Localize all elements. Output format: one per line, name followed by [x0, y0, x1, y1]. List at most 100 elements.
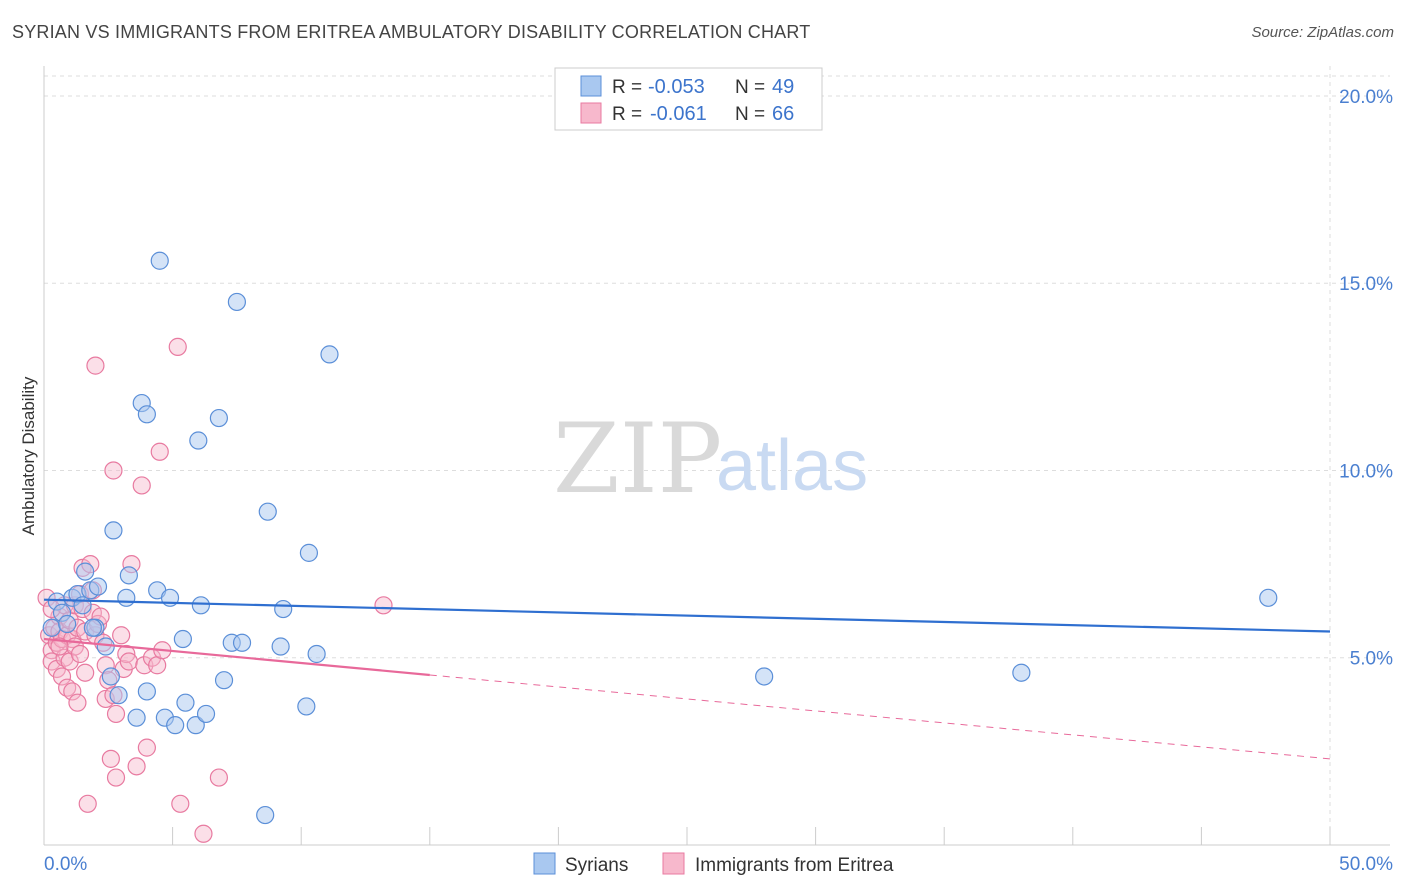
point-syrians-42 [299, 543, 319, 562]
point-syrians-45 [755, 667, 774, 686]
point-eritrea-10 [52, 667, 72, 686]
x-tick-label-0: 0.0% [44, 854, 87, 875]
y-tick-labels: 5.0% 10.0% 15.0% 20.0% [1339, 87, 1393, 670]
point-syrians-15 [117, 588, 136, 607]
point-syrians-17 [127, 708, 146, 727]
bottom-legend-swatch-eritrea [662, 852, 685, 875]
point-syrians-25 [166, 716, 185, 735]
bottom-legend-label-eritrea: Immigrants from Eritrea [695, 855, 894, 876]
point-eritrea-18 [63, 682, 82, 701]
point-syrians-10 [88, 577, 108, 596]
watermark-atlas: atlas [716, 426, 868, 506]
point-syrians-3 [58, 614, 77, 634]
point-eritrea-42 [104, 461, 123, 480]
trend-lines [43, 598, 1331, 760]
legend-r-value-2: -0.061 [650, 103, 707, 125]
point-syrians-11 [96, 637, 115, 656]
point-syrians-41 [297, 697, 316, 716]
point-eritrea-41 [101, 749, 120, 768]
y-tick-label-2: 15.0% [1339, 274, 1393, 295]
point-syrians-48 [83, 618, 102, 637]
point-syrians-7 [76, 562, 95, 581]
point-syrians-44 [320, 345, 339, 364]
x-tick-labels: 0.0% 50.0% [44, 854, 1393, 875]
series-syrians-points [42, 251, 1278, 825]
point-eritrea-57 [150, 442, 169, 461]
point-syrians-32 [209, 408, 228, 428]
point-syrians-20 [137, 682, 156, 701]
point-eritrea-45 [106, 704, 126, 724]
legend-n-label-2: N = [735, 104, 765, 125]
trend-line-syrians [43, 598, 1331, 633]
watermark-zip: ZIP [553, 403, 722, 515]
point-syrians-30 [191, 596, 210, 615]
legend-r-label-1: R = [612, 77, 642, 98]
point-eritrea-54 [137, 738, 156, 757]
y-tick-label-3: 20.0% [1339, 87, 1393, 108]
legend-n-label-1: N = [735, 77, 765, 98]
legend-n-value-1: 49 [772, 76, 794, 98]
axes [43, 66, 1390, 846]
point-syrians-6 [73, 596, 92, 615]
point-syrians-38 [258, 502, 277, 521]
point-eritrea-65 [50, 637, 69, 656]
point-eritrea-52 [132, 476, 151, 495]
point-eritrea-24 [70, 644, 90, 664]
trend-line-eritrea-dashed [429, 674, 1331, 760]
point-syrians-0 [42, 618, 61, 637]
point-eritrea-63 [374, 596, 393, 615]
point-eritrea-61 [194, 824, 213, 843]
point-syrians-40 [274, 599, 293, 619]
point-eritrea-28 [76, 663, 95, 682]
legend-r-label-2: R = [612, 104, 642, 125]
stats-legend: R = -0.053 N = 49 R = -0.061 N = 66 [554, 67, 823, 131]
y-tick-label-0: 5.0% [1350, 649, 1393, 670]
point-eritrea-48 [117, 644, 136, 664]
point-eritrea-62 [209, 768, 228, 787]
point-syrians-43 [307, 644, 326, 664]
point-eritrea-60 [171, 794, 190, 813]
y-axis-label: Ambulatory Disability [19, 376, 38, 535]
legend-r-value-1: -0.053 [648, 76, 705, 98]
point-eritrea-51 [127, 757, 146, 776]
bottom-legend-swatch-syrians [533, 852, 556, 875]
point-syrians-31 [196, 704, 216, 724]
trend-line-eritrea-solid [43, 637, 430, 677]
point-syrians-16 [119, 566, 138, 585]
point-syrians-19 [137, 405, 156, 424]
series-legend: Syrians Immigrants from Eritrea [533, 852, 894, 876]
point-eritrea-44 [106, 768, 126, 787]
grid-lines [44, 66, 1390, 845]
chart-title: SYRIAN VS IMMIGRANTS FROM ERITREA AMBULA… [12, 22, 811, 42]
point-syrians-28 [186, 716, 205, 735]
source-label: Source: ZipAtlas.com [1251, 24, 1394, 41]
point-syrians-37 [256, 805, 275, 825]
point-syrians-33 [214, 671, 234, 690]
bottom-legend-label-syrians: Syrians [565, 855, 628, 876]
point-syrians-35 [227, 292, 246, 312]
point-eritrea-49 [119, 652, 138, 671]
point-syrians-29 [189, 431, 208, 450]
point-syrians-22 [150, 251, 169, 270]
point-syrians-46 [1012, 663, 1031, 682]
point-syrians-26 [173, 629, 192, 649]
legend-n-value-2: 66 [772, 103, 794, 125]
point-eritrea-21 [68, 693, 87, 712]
point-eritrea-46 [112, 626, 131, 645]
point-syrians-39 [271, 637, 290, 656]
point-syrians-36 [232, 633, 252, 652]
y-tick-label-1: 10.0% [1339, 461, 1393, 482]
point-syrians-14 [109, 686, 128, 705]
point-syrians-13 [104, 521, 123, 540]
point-eritrea-29 [78, 794, 97, 813]
watermark: ZIP atlas [553, 403, 868, 515]
point-syrians-12 [101, 667, 120, 686]
legend-swatch-syrians [580, 75, 602, 97]
point-eritrea-59 [168, 337, 187, 356]
legend-swatch-eritrea [580, 102, 602, 124]
point-syrians-47 [1259, 588, 1278, 607]
point-eritrea-53 [135, 656, 154, 675]
point-syrians-27 [176, 693, 195, 712]
x-tick-label-1: 50.0% [1339, 854, 1393, 875]
